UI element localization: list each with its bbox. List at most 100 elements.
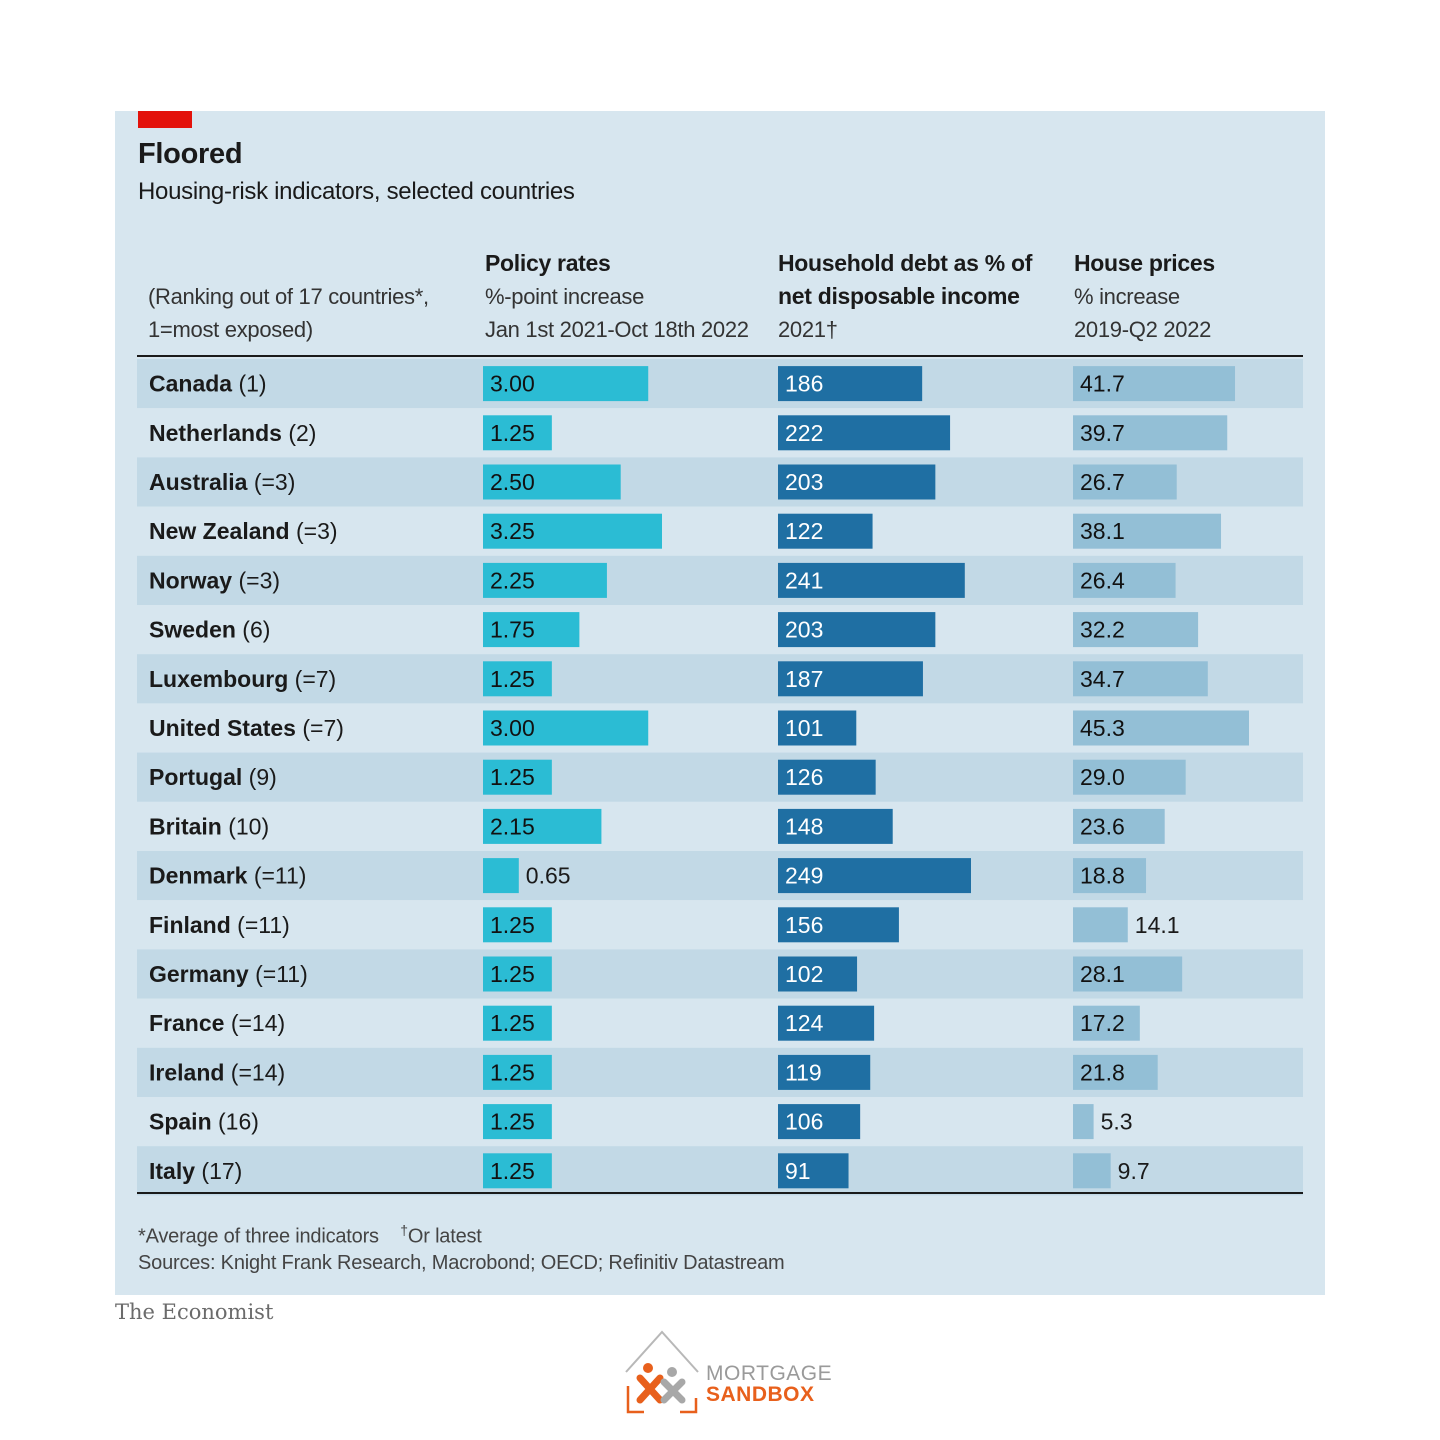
policy-bar <box>483 513 662 549</box>
row-label: United States (=7) <box>149 715 344 741</box>
household-debt-sub-1: 2021† <box>778 317 838 342</box>
policy-bar <box>483 808 602 844</box>
policy-value-label: 2.15 <box>490 813 535 839</box>
red-accent-bar <box>138 111 192 128</box>
country-name: Denmark <box>149 863 248 889</box>
debt-bar <box>778 1153 849 1189</box>
debt-value-label: 249 <box>785 863 823 889</box>
debt-value-label: 126 <box>785 764 823 790</box>
prices-bar <box>1073 907 1128 943</box>
sources: Sources: Knight Frank Research, Macrobon… <box>138 1252 785 1274</box>
house-prices-sub-1: % increase <box>1074 284 1180 309</box>
logo-text-mortgage: MORTGAGE <box>706 1362 833 1385</box>
prices-value-label: 38.1 <box>1080 518 1125 544</box>
row-label: France (=14) <box>149 1010 285 1036</box>
country-name: Sweden <box>149 617 236 643</box>
policy-value-label: 3.00 <box>490 715 535 741</box>
country-name: Luxembourg <box>149 666 288 692</box>
country-rank: (6) <box>236 617 271 643</box>
prices-bar <box>1073 464 1177 500</box>
prices-value-label: 21.8 <box>1080 1059 1125 1085</box>
policy-value-label: 1.25 <box>490 420 535 446</box>
prices-bar <box>1073 1104 1094 1140</box>
household-debt-heading-2: net disposable income <box>778 283 1020 309</box>
ranking-note-line-1: (Ranking out of 17 countries*, <box>148 284 429 309</box>
debt-value-label: 241 <box>785 567 823 593</box>
country-name: Britain <box>149 813 222 839</box>
debt-value-label: 203 <box>785 617 823 643</box>
policy-bar <box>483 562 607 598</box>
country-name: Canada <box>149 371 232 397</box>
footnote: *Average of three indicators †Or latest <box>138 1222 482 1249</box>
household-debt-heading: Household debt as % of <box>778 250 1033 276</box>
prices-value-label: 41.7 <box>1080 371 1125 397</box>
house-prices-sub-2: 2019-Q2 2022 <box>1074 317 1212 342</box>
house-prices-header: House prices % increase 2019-Q2 2022 <box>1074 247 1215 346</box>
country-name: Australia <box>149 469 248 495</box>
policy-value-label: 1.25 <box>490 1059 535 1085</box>
mortgage-sandbox-logo-icon <box>625 1330 699 1414</box>
table-row <box>137 1097 1303 1147</box>
prices-bar <box>1073 366 1236 402</box>
policy-bar <box>483 1054 552 1090</box>
footnote-dagger: Or latest <box>407 1225 482 1248</box>
economist-brand: The Economist <box>115 1300 274 1324</box>
country-name: Netherlands <box>149 420 282 446</box>
debt-bar <box>778 1104 861 1140</box>
debt-value-label: 124 <box>785 1010 824 1036</box>
country-rank: (=14) <box>224 1010 285 1036</box>
prices-bar <box>1073 562 1176 598</box>
debt-bar <box>778 1054 871 1090</box>
footnote-star: *Average of three indicators <box>138 1225 379 1248</box>
debt-value-label: 148 <box>785 813 823 839</box>
country-name: Spain <box>149 1109 212 1135</box>
policy-rates-sub-1: %-point increase <box>485 284 645 309</box>
policy-rates-sub-2: Jan 1st 2021-Oct 18th 2022 <box>485 317 749 342</box>
country-name: France <box>149 1010 224 1036</box>
country-name: Italy <box>149 1158 195 1184</box>
policy-bar <box>483 1104 552 1140</box>
ranking-note-header: (Ranking out of 17 countries*, 1=most ex… <box>148 280 429 346</box>
prices-bar <box>1073 956 1183 992</box>
debt-bar <box>778 808 893 844</box>
prices-value-label: 45.3 <box>1080 715 1125 741</box>
country-rank: (=3) <box>290 518 338 544</box>
debt-bar <box>778 562 965 598</box>
prices-value-label: 5.3 <box>1101 1109 1133 1135</box>
policy-rates-header: Policy rates %-point increase Jan 1st 20… <box>485 247 749 346</box>
row-label: Denmark (=11) <box>149 863 306 889</box>
debt-value-label: 91 <box>785 1158 811 1184</box>
logo-text-sandbox: SANDBOX <box>706 1383 815 1406</box>
house-prices-heading: House prices <box>1074 250 1215 276</box>
table-row <box>137 900 1303 950</box>
row-label: Canada (1) <box>149 371 267 397</box>
policy-bar <box>483 612 580 648</box>
chart-subtitle: Housing-risk indicators, selected countr… <box>138 178 575 205</box>
policy-value-label: 3.00 <box>490 371 535 397</box>
policy-bar <box>483 366 649 402</box>
debt-bar <box>778 513 873 549</box>
prices-value-label: 17.2 <box>1080 1010 1125 1036</box>
country-name: Finland <box>149 912 231 938</box>
country-rank: (1) <box>232 371 267 397</box>
policy-value-label: 3.25 <box>490 518 535 544</box>
debt-bar <box>778 1005 875 1041</box>
row-label: Netherlands (2) <box>149 420 316 446</box>
table-bottom-rule <box>137 1192 1303 1194</box>
country-rank: (=11) <box>231 912 290 938</box>
debt-value-label: 122 <box>785 518 823 544</box>
prices-value-label: 18.8 <box>1080 863 1125 889</box>
policy-value-label: 1.25 <box>490 666 535 692</box>
country-rank: (=7) <box>296 715 344 741</box>
country-name: Portugal <box>149 764 242 790</box>
country-rank: (16) <box>212 1109 259 1135</box>
policy-value-label: 1.25 <box>490 764 535 790</box>
country-rank: (=3) <box>247 469 295 495</box>
debt-value-label: 101 <box>785 715 823 741</box>
row-label: New Zealand (=3) <box>149 518 338 544</box>
row-label: Italy (17) <box>149 1158 242 1184</box>
row-label: Britain (10) <box>149 813 269 839</box>
prices-bar <box>1073 612 1199 648</box>
policy-bar <box>483 956 552 992</box>
prices-value-label: 29.0 <box>1080 764 1125 790</box>
